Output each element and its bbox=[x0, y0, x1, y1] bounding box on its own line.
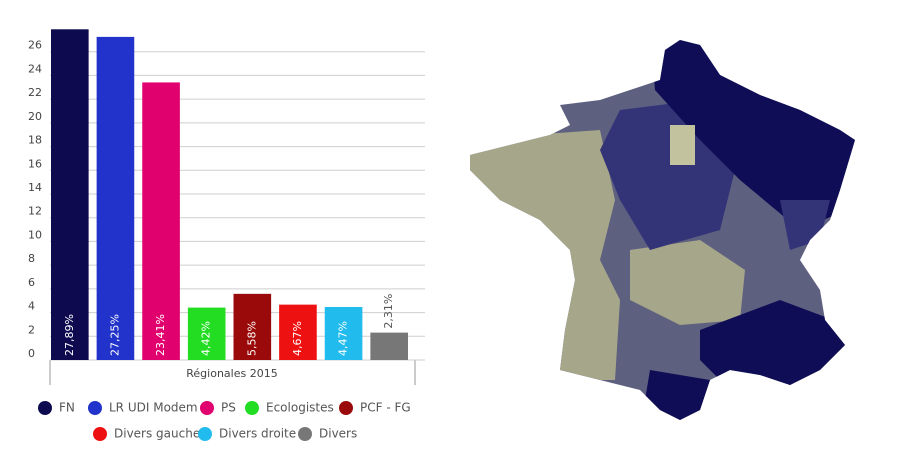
map-south bbox=[640, 370, 710, 420]
y-tick-label: 20 bbox=[28, 110, 42, 123]
y-tick-label: 6 bbox=[28, 276, 35, 289]
value-label: 4,47% bbox=[337, 321, 350, 356]
bar bbox=[51, 29, 89, 360]
legend-label: PCF - FG bbox=[360, 401, 411, 415]
y-tick-label: 10 bbox=[28, 228, 42, 241]
bar bbox=[96, 36, 135, 361]
legend-label: FN bbox=[59, 401, 75, 415]
legend-marker bbox=[38, 401, 52, 415]
legend-marker bbox=[200, 401, 214, 415]
map-center bbox=[630, 240, 745, 325]
legend-marker bbox=[88, 401, 102, 415]
bar bbox=[324, 306, 363, 360]
legend-marker bbox=[298, 427, 312, 441]
y-tick-label: 22 bbox=[28, 86, 42, 99]
value-label: 4,67% bbox=[291, 321, 304, 356]
y-tick-label: 26 bbox=[28, 39, 42, 52]
y-tick-label: 4 bbox=[28, 300, 35, 313]
bar bbox=[233, 293, 272, 360]
map-paris bbox=[670, 125, 695, 165]
legend-marker bbox=[245, 401, 259, 415]
legend-label: Divers bbox=[319, 427, 357, 441]
bar bbox=[370, 332, 408, 360]
legend-label: Divers gauche bbox=[114, 427, 200, 441]
value-label: 2,31% bbox=[382, 294, 395, 329]
legend-marker bbox=[339, 401, 353, 415]
legend-label: Ecologistes bbox=[266, 401, 334, 415]
map bbox=[470, 40, 855, 420]
y-tick-label: 16 bbox=[28, 157, 42, 170]
legend-marker bbox=[198, 427, 212, 441]
bar bbox=[142, 82, 180, 360]
value-label: 27,89% bbox=[63, 314, 76, 356]
y-tick-label: 24 bbox=[28, 62, 42, 75]
value-label: 4,42% bbox=[200, 321, 213, 356]
y-tick-label: 12 bbox=[28, 205, 42, 218]
legend-label: PS bbox=[221, 401, 236, 415]
legend-label: Divers droite bbox=[219, 427, 296, 441]
y-tick-label: 18 bbox=[28, 134, 42, 147]
value-label: 27,25% bbox=[108, 314, 121, 356]
map-west bbox=[470, 130, 615, 260]
y-tick-label: 14 bbox=[28, 181, 42, 194]
y-tick-label: 0 bbox=[28, 347, 35, 360]
value-label: 5,58% bbox=[245, 321, 258, 356]
y-tick-label: 8 bbox=[28, 252, 35, 265]
bar bbox=[187, 307, 226, 360]
bar bbox=[279, 304, 317, 360]
legend-label: LR UDI Modem bbox=[109, 401, 198, 415]
legend-marker bbox=[93, 427, 107, 441]
y-tick-label: 2 bbox=[28, 323, 35, 336]
value-label: 23,41% bbox=[154, 314, 167, 356]
x-axis-label: Régionales 2015 bbox=[186, 367, 277, 380]
